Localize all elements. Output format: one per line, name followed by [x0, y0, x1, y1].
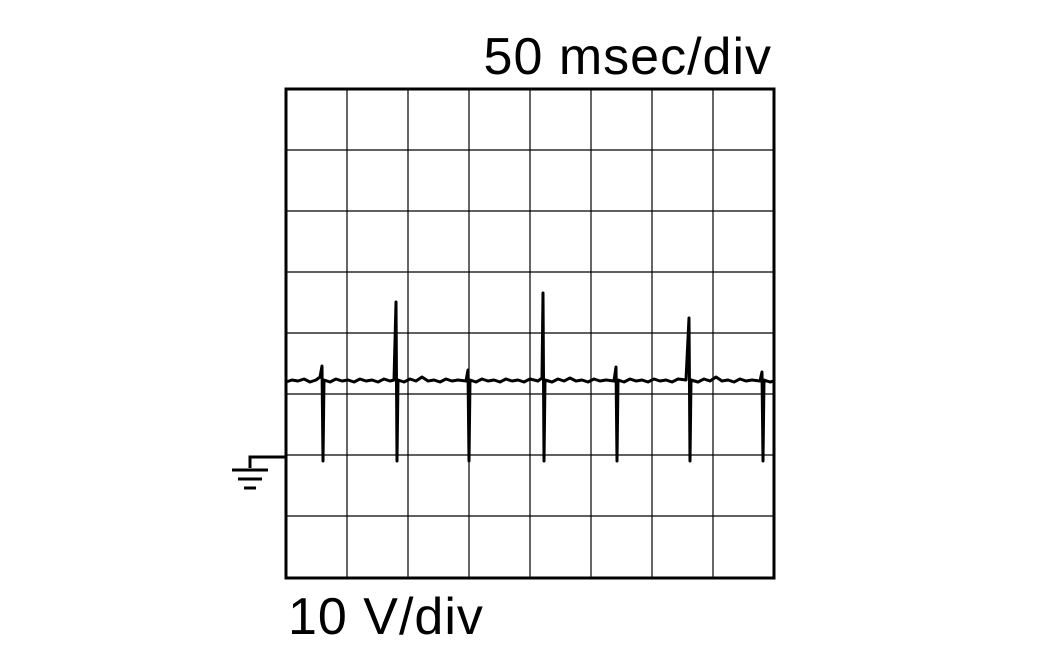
graticule-frame: [284, 87, 776, 580]
graticule: [286, 89, 774, 578]
time-scale-label: 50 msec/div: [484, 28, 772, 86]
ground-symbol: [232, 455, 286, 490]
voltage-scale-label: 10 V/div: [288, 588, 484, 646]
signal-trace: [285, 291, 775, 463]
